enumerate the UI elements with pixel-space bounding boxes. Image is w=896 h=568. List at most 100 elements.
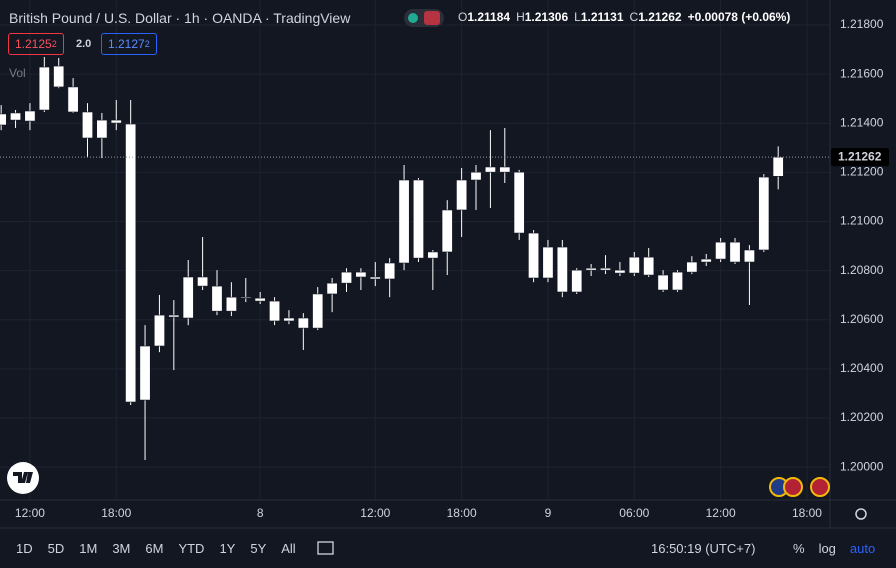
candle-body bbox=[398, 179, 410, 264]
y-tick-label: 1.20200 bbox=[840, 410, 884, 424]
y-tick-label: 1.20000 bbox=[840, 459, 884, 473]
y-tick-label: 1.21200 bbox=[840, 165, 884, 179]
last-price-tag bbox=[831, 148, 889, 167]
range-button[interactable]: 1M bbox=[79, 540, 98, 556]
y-tick-label: 1.20600 bbox=[840, 312, 884, 326]
candle-body bbox=[585, 267, 597, 271]
y-tick-label: 1.21000 bbox=[840, 214, 884, 228]
ohlc-key: L bbox=[574, 10, 581, 24]
candle-body bbox=[729, 241, 741, 263]
candle-body bbox=[269, 300, 281, 322]
candle-body bbox=[686, 261, 698, 273]
candle-body bbox=[671, 271, 683, 291]
candle-body bbox=[369, 276, 381, 280]
y-tick-label: 1.21600 bbox=[840, 66, 884, 80]
candle-body bbox=[758, 176, 770, 251]
change: +0.00078 (+0.06%) bbox=[687, 10, 791, 24]
x-tick-label: 12:00 bbox=[706, 506, 736, 520]
candle-body bbox=[254, 297, 266, 302]
x-tick-label: 12:00 bbox=[15, 506, 45, 520]
candle-body bbox=[197, 276, 209, 287]
last-price-label: 1.21262 bbox=[838, 149, 882, 163]
volume-label: Vol bbox=[9, 66, 26, 80]
ohlc-key: H bbox=[516, 10, 525, 24]
x-tick-label: 18:00 bbox=[101, 506, 131, 520]
settings-icon[interactable] bbox=[855, 508, 867, 520]
ohlc-item: O1.21184 bbox=[458, 10, 510, 24]
candle-body bbox=[700, 258, 712, 263]
ohlc-value: 1.21184 bbox=[467, 10, 511, 24]
candle-body bbox=[484, 166, 496, 173]
ohlc-key: C bbox=[629, 10, 639, 24]
range-button[interactable]: 5D bbox=[47, 540, 65, 556]
candle-body bbox=[24, 110, 36, 122]
candle-body bbox=[657, 274, 669, 291]
x-tick-label: 18:00 bbox=[792, 506, 822, 520]
candle-body bbox=[743, 249, 755, 263]
candle-body bbox=[240, 296, 252, 299]
ohlc-value: 1.21262 bbox=[638, 10, 682, 24]
candle-body bbox=[53, 65, 65, 88]
spread: 2.0 bbox=[76, 38, 92, 50]
candle-body bbox=[355, 271, 367, 278]
candle-body bbox=[67, 86, 79, 113]
scale-option[interactable]: % bbox=[793, 540, 805, 556]
range-button[interactable]: YTD bbox=[178, 540, 205, 556]
clock: 16:50:19 (UTC+7) bbox=[651, 540, 756, 556]
candle-body bbox=[556, 246, 568, 293]
candle-body bbox=[499, 166, 511, 173]
candle-body bbox=[82, 111, 93, 139]
bid: 1.2125 bbox=[15, 37, 52, 51]
candle-body bbox=[326, 282, 338, 295]
candle-body bbox=[153, 314, 165, 347]
ohlc-item: C1.21262 bbox=[630, 10, 682, 24]
symbol-title: British Pound / U.S. Dollar · 1h · OANDA… bbox=[9, 10, 351, 26]
candle-body bbox=[341, 271, 352, 284]
range-button[interactable]: 1Y bbox=[219, 540, 236, 556]
currency-flags bbox=[769, 477, 830, 497]
buy-button[interactable]: 1.2127 2 bbox=[101, 33, 157, 55]
x-tick-label: 06:00 bbox=[619, 506, 649, 520]
sell-button[interactable]: 1.2125 2 bbox=[8, 33, 64, 55]
range-button[interactable]: 3M bbox=[112, 540, 131, 556]
ohlc-item: H1.21306 bbox=[516, 10, 568, 24]
candle-body bbox=[772, 156, 784, 177]
scale-option[interactable]: log bbox=[818, 540, 836, 556]
ohlc-value: 1.21131 bbox=[580, 10, 624, 24]
y-tick-label: 1.21400 bbox=[840, 115, 884, 129]
range-buttons: 1D 5D 1M 3M 6M YTD 1Y 5Y All bbox=[16, 541, 311, 556]
range-button[interactable]: 1D bbox=[16, 540, 33, 556]
candle-body bbox=[470, 171, 482, 181]
candle-body bbox=[10, 112, 22, 121]
candle-body bbox=[125, 123, 137, 403]
candle-body bbox=[384, 262, 396, 280]
x-tick-label: 8 bbox=[257, 506, 264, 520]
compare-icon[interactable] bbox=[317, 541, 334, 555]
range-button[interactable]: All bbox=[281, 540, 296, 556]
range-button[interactable]: 5Y bbox=[250, 540, 267, 556]
candle-body bbox=[96, 119, 108, 139]
ohlc-key: O bbox=[458, 10, 468, 24]
candle-body bbox=[168, 314, 180, 318]
candle-body bbox=[456, 179, 468, 211]
status-toggle[interactable] bbox=[404, 9, 444, 27]
ohlc-item: L1.21131 bbox=[574, 10, 623, 24]
candle-body bbox=[571, 269, 583, 293]
candle-body bbox=[643, 256, 655, 276]
candle-body bbox=[412, 179, 424, 259]
candle-body bbox=[0, 113, 7, 126]
candle-body bbox=[38, 66, 50, 111]
y-tick-label: 1.21800 bbox=[840, 17, 884, 31]
range-button[interactable]: 6M bbox=[145, 540, 164, 556]
candle-body bbox=[297, 317, 309, 329]
scale-option[interactable]: auto bbox=[849, 540, 876, 556]
bottom-toolbar: 1D 5D 1M 3M 6M YTD 1Y 5Y All 16:50:19 (UTC+7) % l… bbox=[0, 528, 896, 568]
candle-body bbox=[110, 119, 122, 124]
y-tick-label: 1.20400 bbox=[840, 361, 884, 375]
candle-body bbox=[628, 256, 640, 274]
x-tick-label: 9 bbox=[545, 506, 552, 520]
candle-body bbox=[542, 246, 554, 279]
